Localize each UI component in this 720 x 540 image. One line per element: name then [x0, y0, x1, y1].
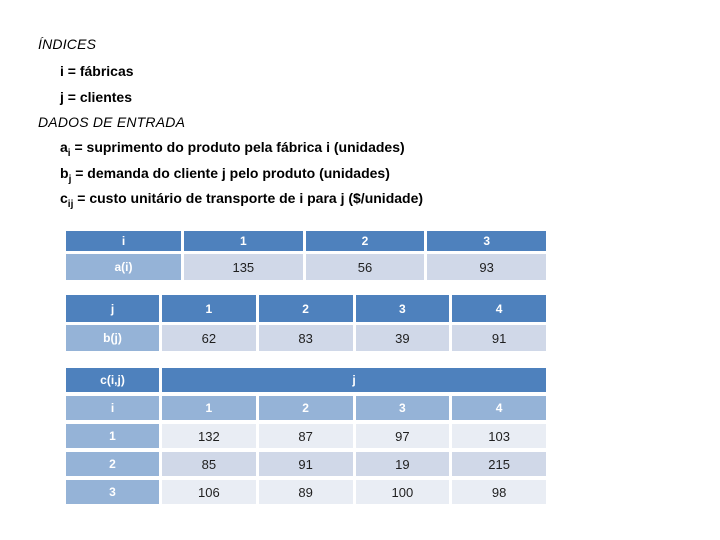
- supply-table: i 1 2 3 a(i) 135 56 93: [66, 231, 546, 280]
- demand-table: j 1 2 3 4 b(j) 62 83 39 91: [66, 295, 546, 351]
- supply-header-2: 2: [305, 231, 425, 251]
- param-b-subscript: j: [68, 173, 72, 185]
- demand-header-4: 4: [452, 295, 546, 322]
- cost-col-header-2: 2: [258, 396, 353, 420]
- cost-table: c(i,j) j i 1 2 3 4 1 132 87 97 103 2 85 …: [66, 368, 546, 504]
- param-b-text: = demanda do cliente j pelo produto (uni…: [71, 165, 390, 181]
- supply-header-1: 1: [184, 231, 303, 251]
- cost-col-header-4: 4: [452, 396, 546, 420]
- demand-header-2: 2: [258, 295, 353, 322]
- demand-value-1: 62: [162, 325, 256, 351]
- cost-row-header-i: i: [66, 396, 159, 420]
- supply-header-i: i: [66, 231, 181, 251]
- cost-corner-label: c(i,j): [66, 368, 159, 392]
- demand-value-3: 39: [355, 325, 450, 351]
- param-a-symbol: a: [60, 139, 68, 155]
- cost-cell-1-1: 132: [162, 424, 256, 448]
- param-b-definition: bj = demanda do cliente j pelo produto (…: [60, 165, 390, 184]
- param-c-subscript: ij: [67, 198, 74, 210]
- cost-cell-1-3: 97: [355, 424, 450, 448]
- demand-header-1: 1: [162, 295, 256, 322]
- demand-header-3: 3: [355, 295, 450, 322]
- supply-row-label: a(i): [66, 254, 181, 280]
- cost-cell-3-2: 89: [258, 480, 353, 504]
- demand-row-label: b(j): [66, 325, 159, 351]
- cost-row1-label: 1: [66, 424, 159, 448]
- cost-col-header-3: 3: [355, 396, 450, 420]
- cost-cell-1-4: 103: [452, 424, 546, 448]
- demand-value-4: 91: [452, 325, 546, 351]
- cost-cell-3-1: 106: [162, 480, 256, 504]
- cost-cell-1-2: 87: [258, 424, 353, 448]
- param-a-definition: ai = suprimento do produto pela fábrica …: [60, 139, 405, 158]
- param-a-subscript: i: [67, 147, 71, 159]
- supply-value-2: 56: [305, 254, 425, 280]
- index-j-definition: j = clientes: [60, 89, 132, 105]
- cost-row3-label: 3: [66, 480, 159, 504]
- param-c-definition: cij = custo unitário de transporte de i …: [60, 190, 424, 209]
- cost-col-group-label: j: [162, 368, 546, 392]
- supply-value-3: 93: [427, 254, 546, 280]
- dados-heading: DADOS DE ENTRADA: [38, 114, 186, 130]
- cost-cell-2-1: 85: [162, 452, 256, 476]
- cost-cell-2-2: 91: [258, 452, 353, 476]
- cost-cell-2-4: 215: [452, 452, 546, 476]
- param-c-text: = custo unitário de transporte de i para…: [73, 190, 424, 206]
- index-i-definition: i = fábricas: [60, 63, 134, 79]
- supply-value-1: 135: [184, 254, 303, 280]
- param-b-symbol: b: [60, 165, 69, 181]
- indices-heading: ÍNDICES: [38, 36, 97, 52]
- cost-cell-3-3: 100: [355, 480, 450, 504]
- cost-cell-3-4: 98: [452, 480, 546, 504]
- cost-cell-2-3: 19: [355, 452, 450, 476]
- demand-value-2: 83: [258, 325, 353, 351]
- param-a-text: = suprimento do produto pela fábrica i (…: [70, 139, 405, 155]
- cost-row2-label: 2: [66, 452, 159, 476]
- param-c-symbol: c: [60, 190, 68, 206]
- supply-header-3: 3: [427, 231, 546, 251]
- demand-header-j: j: [66, 295, 159, 322]
- cost-col-header-1: 1: [162, 396, 256, 420]
